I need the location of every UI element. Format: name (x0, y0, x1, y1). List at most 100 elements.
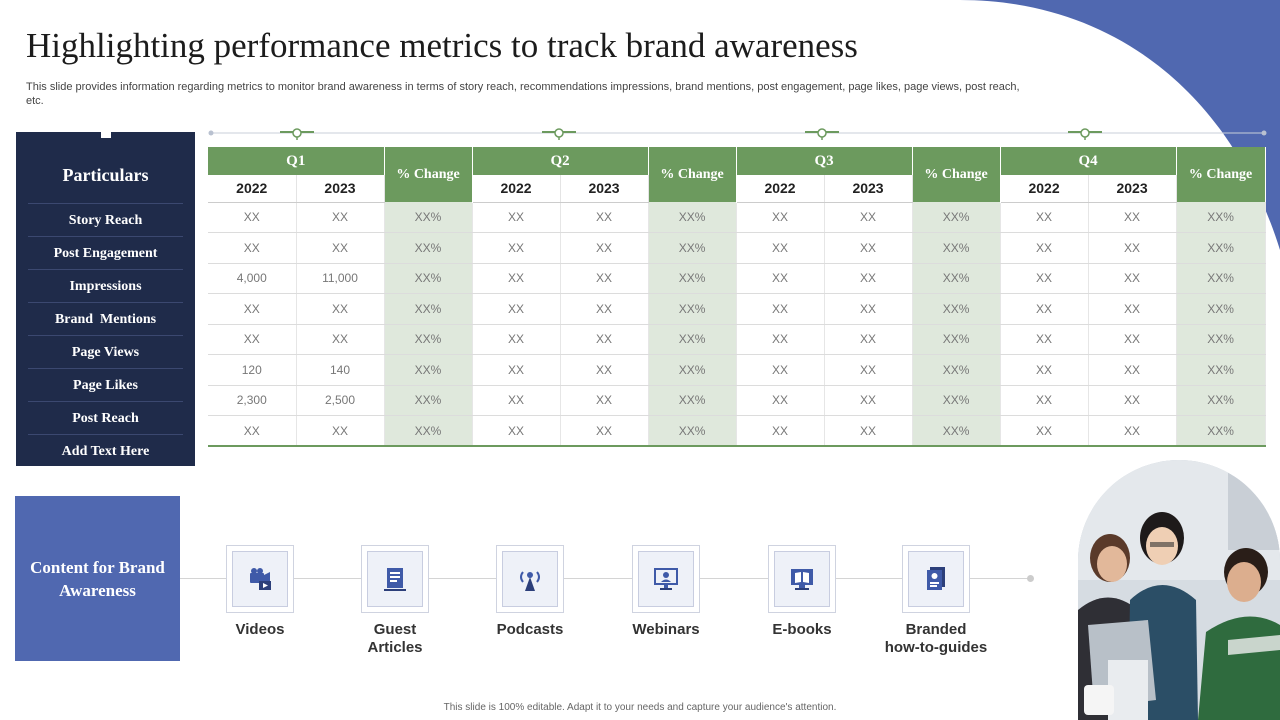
particular-item: Brand Mentions (28, 302, 183, 335)
value-cell: XX (1000, 354, 1089, 386)
ebook-icon (774, 551, 830, 607)
change-cell: XX% (1176, 232, 1266, 264)
change-cell: XX% (648, 263, 737, 294)
content-item-0: Videos (192, 545, 328, 639)
change-header: % Change (648, 147, 737, 202)
change-cell: XX% (1176, 202, 1266, 233)
timeline-marker-q2 (542, 128, 576, 140)
value-cell: XX (472, 263, 561, 294)
video-camera-icon (232, 551, 288, 607)
change-header: % Change (384, 147, 473, 202)
content-icon-frame (496, 545, 564, 613)
particular-item: Add Text Here (28, 434, 183, 467)
value-cell: XX (560, 324, 649, 355)
value-cell: XX (472, 354, 561, 386)
year-header: 2023 (296, 175, 385, 203)
quarter-header-q3: Q3 (736, 147, 913, 175)
value-cell: XX (296, 202, 385, 233)
change-cell: XX% (912, 385, 1001, 416)
table-row: XX XX XX% XX XX XX% XX XX XX% XX XX XX% (208, 202, 1266, 233)
change-cell: XX% (384, 354, 473, 386)
content-connector-line (180, 578, 1031, 579)
particular-item: Story Reach (28, 203, 183, 236)
value-cell: 4,000 (208, 263, 297, 294)
change-cell: XX% (912, 324, 1001, 355)
value-cell: XX (1088, 202, 1177, 233)
year-header: 2023 (560, 175, 649, 203)
broadcast-tower-icon (502, 551, 558, 607)
page-subtitle: This slide provides information regardin… (26, 81, 1020, 107)
table-row: XX XX XX% XX XX XX% XX XX XX% XX XX XX% (208, 324, 1266, 355)
table-row: XX XX XX% XX XX XX% XX XX XX% XX XX XX% (208, 415, 1266, 447)
metrics-body: XX XX XX% XX XX XX% XX XX XX% XX XX XX% XX XX XX% XX XX X… (208, 202, 1266, 447)
change-cell: XX% (1176, 293, 1266, 325)
year-header: 2022 (208, 175, 297, 203)
change-cell: XX% (384, 232, 473, 264)
table-row: 2,300 2,500 XX% XX XX XX% XX XX XX% XX XX XX% (208, 385, 1266, 416)
change-cell: XX% (1176, 415, 1266, 447)
change-cell: XX% (912, 415, 1001, 447)
value-cell: XX (208, 293, 297, 325)
value-cell: XX (560, 232, 649, 264)
value-cell: XX (472, 415, 561, 447)
value-cell: XX (824, 324, 913, 355)
team-photo (1078, 460, 1280, 720)
change-cell: XX% (912, 232, 1001, 264)
value-cell: XX (736, 324, 825, 355)
change-cell: XX% (648, 232, 737, 264)
change-cell: XX% (384, 202, 473, 233)
value-cell: XX (472, 293, 561, 325)
value-cell: XX (560, 263, 649, 294)
table-row: XX XX XX% XX XX XX% XX XX XX% XX XX XX% (208, 293, 1266, 325)
content-icon-frame (632, 545, 700, 613)
quarter-header-q2: Q2 (472, 147, 649, 175)
value-cell: XX (208, 232, 297, 264)
value-cell: XX (472, 232, 561, 264)
value-cell: XX (1000, 415, 1089, 447)
change-cell: XX% (912, 293, 1001, 325)
value-cell: XX (296, 232, 385, 264)
quarter-header-row: Q1% Change Q2% Change Q3% Change Q4% Change (208, 147, 1266, 202)
change-header: % Change (912, 147, 1001, 202)
year-header-row: 2022 2023 2022 2023 2022 2023 2022 2023 (208, 175, 1265, 203)
content-item-label: Webinars (632, 621, 700, 638)
value-cell: XX (824, 415, 913, 447)
year-header: 2023 (1088, 175, 1177, 203)
table-row: 120 140 XX% XX XX XX% XX XX XX% XX XX XX% (208, 354, 1266, 386)
particulars-panel: Particulars (16, 130, 195, 466)
value-cell: XX (208, 202, 297, 233)
value-cell: XX (736, 202, 825, 233)
value-cell: XX (1000, 232, 1089, 264)
value-cell: XX (736, 354, 825, 386)
timeline-marker-q1 (280, 128, 314, 140)
value-cell: 11,000 (296, 263, 385, 294)
particulars-list: Story Reach Post Engagement Impressions Bra… (16, 203, 195, 467)
content-item-1: Guest Articles (327, 545, 463, 657)
change-cell: XX% (1176, 263, 1266, 294)
change-cell: XX% (1176, 354, 1266, 386)
content-item-5: Branded how-to-guides (868, 545, 1004, 657)
guide-document-icon (908, 551, 964, 607)
value-cell: XX (560, 202, 649, 233)
value-cell: XX (208, 415, 297, 447)
value-cell: XX (472, 385, 561, 416)
value-cell: XX (736, 385, 825, 416)
year-header: 2022 (736, 175, 825, 203)
content-label: Content for Brand Awareness (30, 557, 165, 600)
page-title: Highlighting performance metrics to trac… (26, 26, 858, 65)
team-photo-illustration (1078, 460, 1280, 720)
value-cell: XX (296, 293, 385, 325)
change-header: % Change (1176, 147, 1266, 202)
value-cell: XX (824, 293, 913, 325)
value-cell: XX (560, 293, 649, 325)
change-cell: XX% (648, 324, 737, 355)
content-item-label: Guest Articles (367, 621, 423, 656)
particular-item: Post Reach (28, 401, 183, 434)
value-cell: XX (824, 232, 913, 264)
value-cell: XX (208, 324, 297, 355)
value-cell: XX (736, 293, 825, 325)
content-item-3: Webinars (598, 545, 734, 639)
value-cell: XX (1088, 293, 1177, 325)
change-cell: XX% (648, 202, 737, 233)
value-cell: XX (1000, 202, 1089, 233)
